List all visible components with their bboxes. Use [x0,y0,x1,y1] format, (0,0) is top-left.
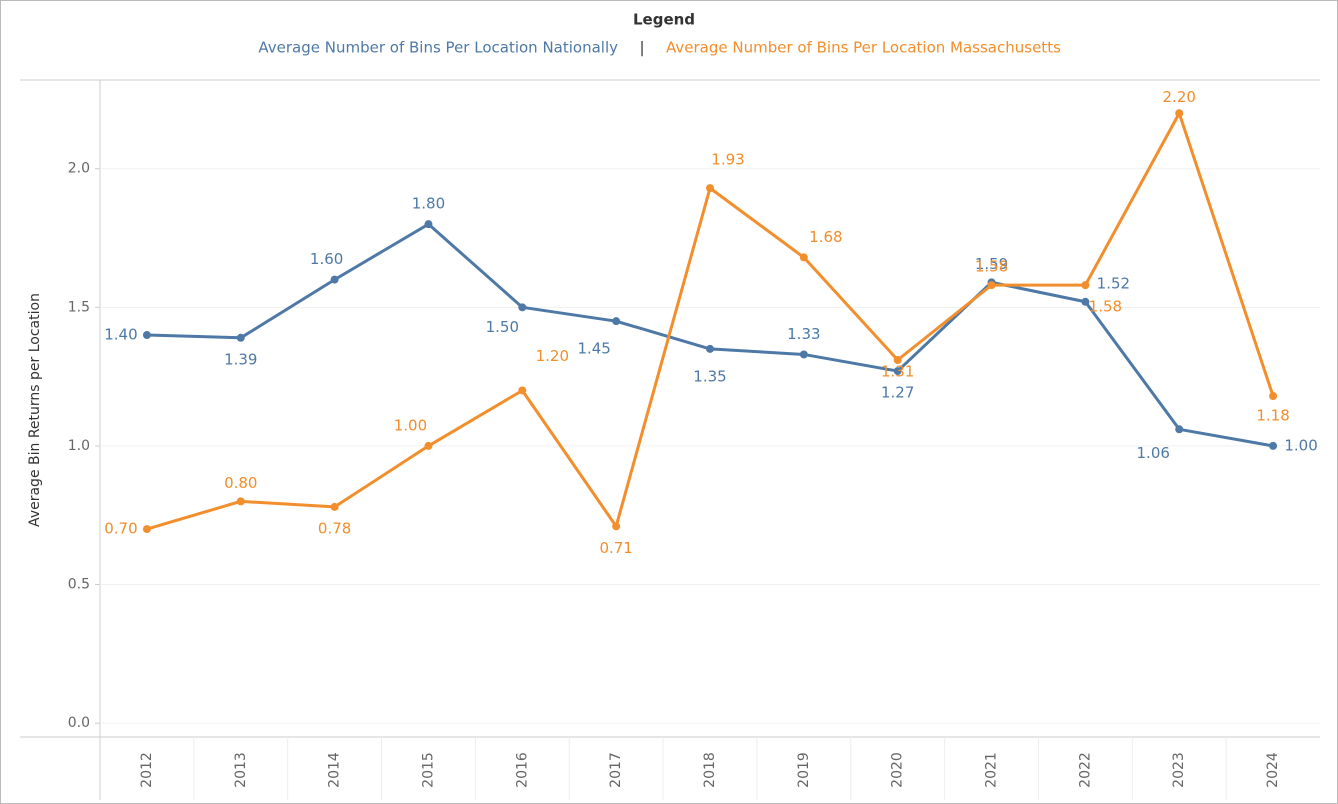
data-point [706,184,714,193]
data-label: 2.20 [1163,88,1196,106]
data-point [518,303,527,312]
data-point [142,525,151,534]
data-point [424,441,433,450]
x-tick-label: 2021 [984,752,1000,788]
x-tick-label: 2014 [327,752,343,788]
data-point [893,355,902,364]
x-tick-label: 2020 [890,752,906,788]
data-point [799,253,808,262]
data-point [799,350,808,359]
data-point [142,331,151,340]
data-label: 1.60 [310,250,343,268]
data-label: 1.27 [881,384,914,402]
y-axis-title: Average Bin Returns per Location [27,293,43,527]
data-label: 1.00 [1284,436,1317,454]
data-point [893,367,902,376]
data-label: 1.20 [536,347,569,365]
x-tick-label: 2024 [1265,752,1281,788]
y-tick-label: 1.5 [68,299,90,315]
data-label: 1.45 [577,340,610,358]
data-label: 1.80 [412,195,445,213]
x-tick-label: 2017 [608,752,624,788]
legend-title: Legend [633,11,695,29]
data-point [1269,392,1278,401]
data-label: 1.93 [711,151,744,169]
x-tick-label: 2016 [514,752,530,788]
data-label: 1.33 [787,325,820,343]
data-point [330,502,339,511]
data-label: 1.18 [1256,407,1289,425]
data-point [612,522,621,531]
legend-separator: | [639,39,644,57]
data-label: 0.78 [318,519,351,537]
legend-entry: Average Number of Bins Per Location Mass… [666,39,1061,57]
x-tick-label: 2019 [796,752,812,788]
data-point [1081,297,1090,306]
data-label: 1.39 [224,350,257,368]
x-tick-label: 2022 [1077,752,1093,788]
data-label: 1.00 [394,416,427,434]
data-point [236,333,245,342]
data-point [236,497,245,506]
data-label: 1.52 [1097,274,1130,292]
data-point [1081,281,1090,290]
y-tick-label: 2.0 [68,161,90,177]
data-point [1175,109,1184,118]
x-tick-label: 2013 [233,752,249,788]
data-point [424,220,433,229]
data-label: 0.70 [104,520,137,538]
data-label: 1.68 [809,228,842,246]
x-tick-label: 2015 [420,752,436,788]
y-tick-label: 0.5 [68,577,90,593]
data-label: 1.40 [104,326,137,344]
data-point [987,281,996,290]
data-point [612,317,621,326]
legend-entry: Average Number of Bins Per Location Nati… [258,39,618,57]
y-tick-label: 0.0 [68,715,90,731]
data-label: 1.59 [975,255,1008,273]
x-tick-label: 2018 [702,752,718,788]
data-label: 1.58 [975,258,1008,276]
data-point [1175,425,1184,434]
y-tick-label: 1.0 [68,438,90,454]
data-point [1269,441,1278,450]
data-label: 1.06 [1137,444,1170,462]
series-line [146,111,1275,531]
data-point [330,275,339,284]
data-label: 0.80 [224,474,257,492]
data-point [518,386,527,395]
data-label: 1.35 [693,367,726,385]
data-label: 1.31 [881,362,914,380]
x-tick-label: 2023 [1171,752,1187,788]
data-point [706,344,714,353]
x-tick-label: 2012 [139,752,155,788]
data-label: 1.58 [1089,298,1122,316]
data-label: 1.50 [486,318,519,336]
data-label: 0.71 [599,539,632,557]
